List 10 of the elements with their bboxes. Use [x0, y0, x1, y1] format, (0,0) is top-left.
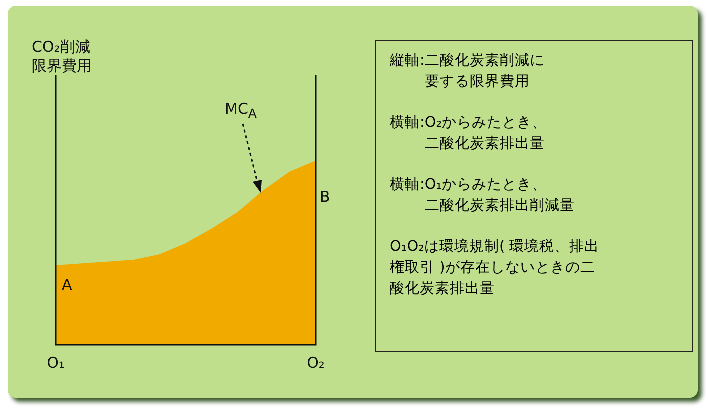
- text: O₁O₂は環境規制( 環境税、排出権取引 )が存在しないときの二酸化炭素排出量: [390, 238, 601, 299]
- x-tick-label: O₂: [307, 354, 325, 372]
- annotation: A: [62, 276, 72, 295]
- text: CO₂削減限界費用: [32, 38, 93, 76]
- text: MC$_{A}$: [225, 100, 257, 123]
- text: B: [320, 188, 330, 207]
- x-tick-label: O₁: [47, 354, 65, 372]
- text: 縦軸:二酸化炭素削減に要する限界費用: [390, 52, 546, 92]
- text: 横軸:O₁からみたとき、二酸化炭素排出削減量: [390, 176, 576, 216]
- text: 横軸:O₂からみたとき、二酸化炭素排出量: [390, 114, 548, 154]
